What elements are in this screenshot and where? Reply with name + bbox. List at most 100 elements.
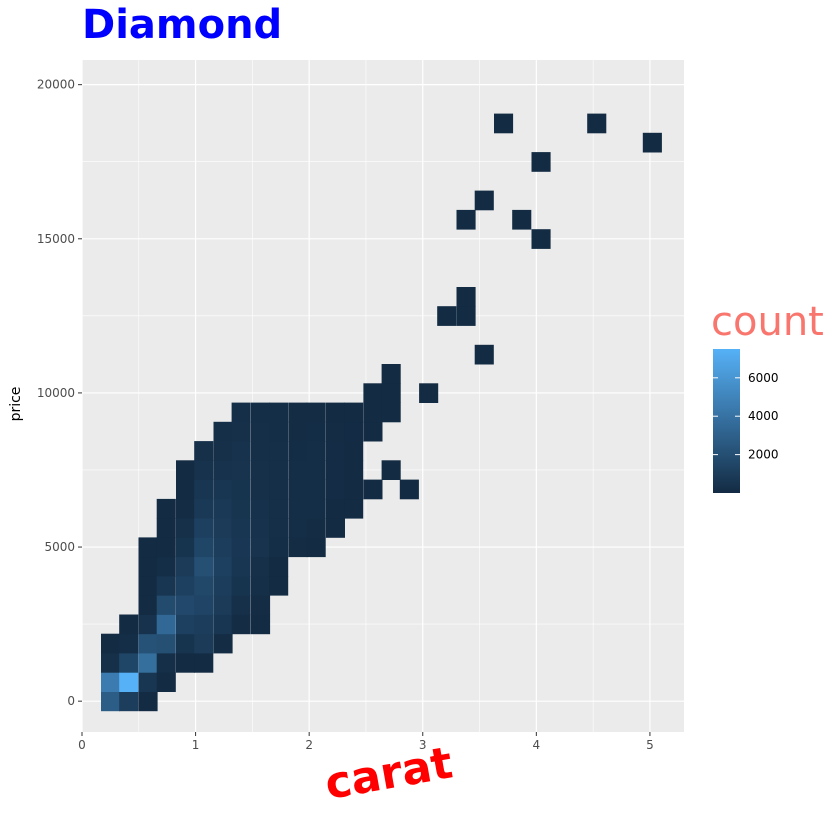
heatmap-tile — [119, 633, 139, 654]
heatmap-tiles — [101, 113, 662, 712]
heatmap-tile — [231, 498, 251, 519]
heatmap-tile — [456, 287, 476, 307]
heatmap-tile — [194, 518, 214, 538]
heatmap-tile — [156, 653, 176, 673]
heatmap-tile — [156, 633, 176, 654]
heatmap-tile — [344, 441, 364, 461]
heatmap-tile — [138, 595, 158, 615]
heatmap-tile — [456, 209, 476, 230]
heatmap-tile — [138, 575, 158, 596]
heatmap-tile — [156, 595, 176, 615]
heatmap-tile — [363, 421, 383, 442]
heatmap-tile — [176, 575, 196, 596]
heatmap-tile — [119, 614, 139, 635]
heatmap-tile — [288, 537, 308, 558]
heatmap-tile — [101, 691, 121, 712]
heatmap-tile — [269, 498, 289, 519]
legend-colorbar-gradient — [713, 349, 740, 493]
heatmap-tile — [269, 460, 289, 480]
heatmap-tile — [288, 421, 308, 442]
heatmap-tile — [231, 441, 251, 461]
heatmap-tile — [344, 402, 364, 423]
heatmap-tile — [251, 575, 271, 596]
y-tick-label: 10000 — [37, 386, 75, 400]
heatmap-tile — [288, 460, 308, 480]
legend-tick-label: 6000 — [748, 371, 779, 385]
heatmap-tile — [119, 691, 139, 712]
heatmap-tile — [194, 595, 214, 615]
heatmap-tile — [251, 595, 271, 615]
heatmap-tile — [325, 421, 345, 442]
heatmap-tile — [231, 421, 251, 442]
heatmap-tile — [194, 537, 214, 558]
heatmap-tile — [231, 402, 251, 423]
heatmap-tile — [306, 460, 326, 480]
heatmap-tile — [531, 229, 551, 249]
heatmap-tile — [381, 402, 401, 423]
heatmap-tile — [213, 460, 233, 480]
heatmap-tile — [251, 518, 271, 538]
heatmap-tile — [213, 556, 233, 577]
heatmap-tile — [325, 460, 345, 480]
heatmap-tile — [156, 498, 176, 519]
heatmap-tile — [101, 672, 121, 692]
heatmap-tile — [251, 460, 271, 480]
heatmap-tile — [138, 633, 158, 654]
heatmap-tile — [231, 479, 251, 500]
heatmap-tile — [231, 518, 251, 538]
heatmap-tile — [194, 479, 214, 500]
heatmap-tile — [363, 402, 383, 423]
heatmap-tile — [306, 421, 326, 442]
heatmap-tile — [194, 653, 214, 673]
heatmap-tile — [176, 518, 196, 538]
heatmap-tile — [101, 653, 121, 673]
chart-title: Diamond — [82, 2, 283, 48]
heatmap-tile — [251, 556, 271, 577]
heatmap-tile — [156, 575, 176, 596]
heatmap-tile — [138, 672, 158, 692]
heatmap-tile — [213, 421, 233, 442]
heatmap-tile — [269, 518, 289, 538]
x-tick-label: 3 — [419, 738, 427, 752]
heatmap-tile — [269, 575, 289, 596]
heatmap-tile — [642, 132, 662, 153]
heatmap-tile — [269, 479, 289, 500]
heatmap-tile — [156, 518, 176, 538]
heatmap-tile — [381, 460, 401, 480]
legend-tick-label: 4000 — [748, 409, 779, 423]
heatmap-tile — [306, 518, 326, 538]
x-tick-label: 0 — [78, 738, 86, 752]
y-tick-label: 0 — [67, 694, 75, 708]
heatmap-tile — [213, 595, 233, 615]
heatmap-tile — [213, 575, 233, 596]
heatmap-tile — [213, 633, 233, 654]
heatmap-tile — [176, 556, 196, 577]
heatmap-tile — [381, 364, 401, 384]
y-tick-label: 15000 — [37, 232, 75, 246]
heatmap-tile — [251, 421, 271, 442]
heatmap-tile — [381, 383, 401, 403]
heatmap-tile — [101, 633, 121, 654]
heatmap-tile — [231, 595, 251, 615]
heatmap-tile — [156, 614, 176, 635]
x-tick-label: 4 — [533, 738, 541, 752]
heatmap-tile — [251, 479, 271, 500]
heatmap-tile — [251, 614, 271, 635]
heatmap-tile — [194, 614, 214, 635]
heatmap-tile — [399, 479, 419, 500]
heatmap-tile — [194, 460, 214, 480]
heatmap-tile — [138, 653, 158, 673]
heatmap-tile — [213, 537, 233, 558]
heatmap-tile — [288, 441, 308, 461]
heatmap-tile — [344, 421, 364, 442]
heatmap-tile — [288, 518, 308, 538]
heatmap-tile — [231, 460, 251, 480]
heatmap-tile — [269, 441, 289, 461]
heatmap-tile — [213, 441, 233, 461]
heatmap-tile — [176, 653, 196, 673]
heatmap-tile — [363, 479, 383, 500]
legend-title: count — [711, 299, 824, 345]
heatmap-tile — [325, 402, 345, 423]
heatmap-tile — [363, 383, 383, 403]
